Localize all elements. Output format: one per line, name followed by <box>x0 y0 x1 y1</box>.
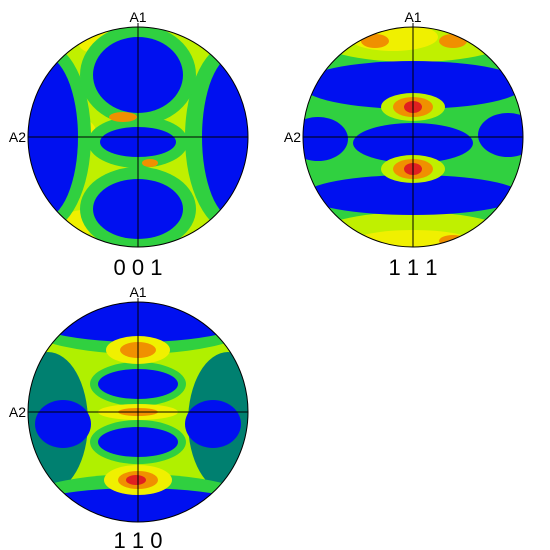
axis-label: A2 <box>9 404 26 420</box>
figure-title: 1 1 0 <box>114 528 163 550</box>
axis-label: A1 <box>129 284 146 300</box>
pole-figure <box>27 23 249 248</box>
axis-label: A2 <box>284 129 301 145</box>
pole-figure <box>27 298 249 523</box>
figure-title: 0 0 1 <box>114 255 163 280</box>
axis-label: A1 <box>404 9 421 25</box>
figure-title: 1 1 1 <box>389 255 438 280</box>
pole-figure <box>302 23 524 248</box>
axis-label: A2 <box>9 129 26 145</box>
contour-map <box>28 27 248 247</box>
axis-label: A1 <box>129 9 146 25</box>
